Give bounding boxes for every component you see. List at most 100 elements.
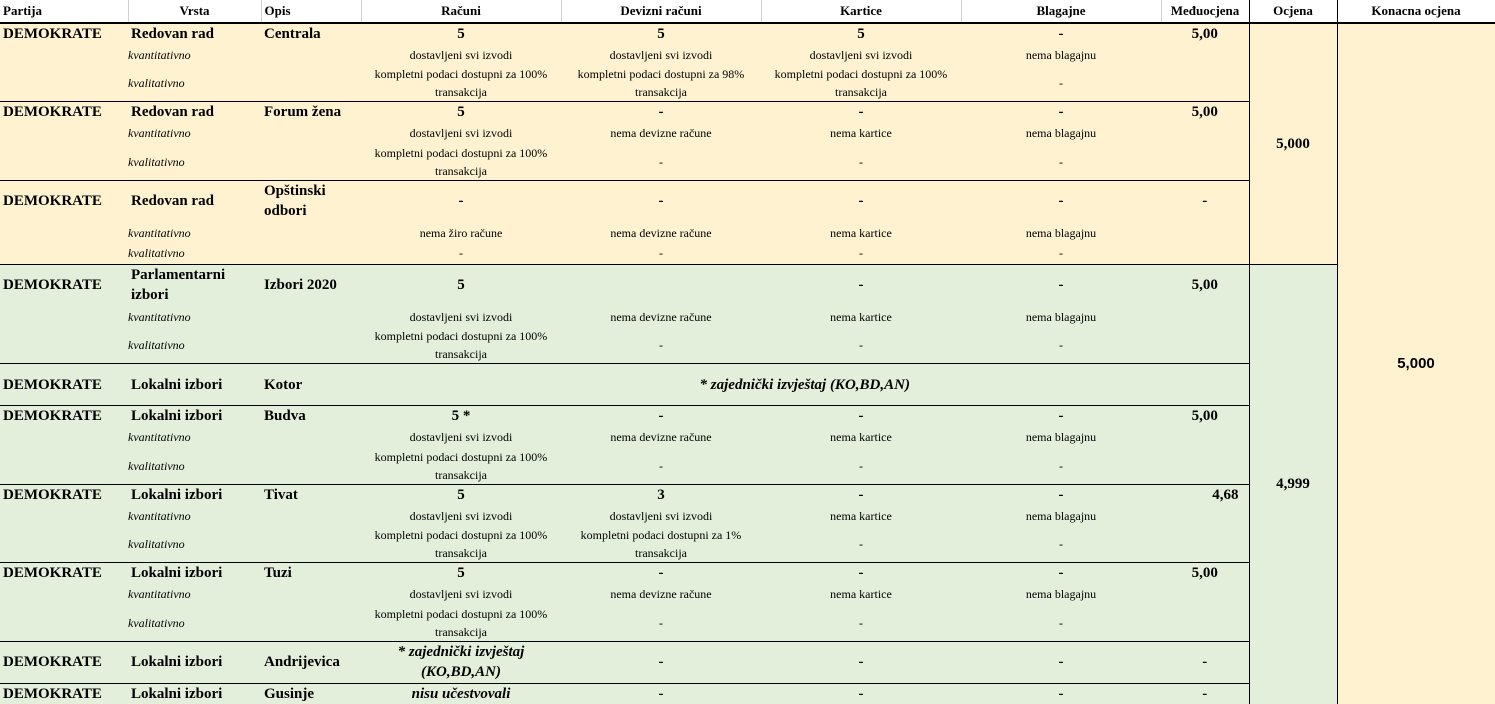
medjuocjena-cell: 4,68 [1161,483,1249,505]
kvalitativno-row: kvalitativno kompletni podaci dostupni za… [0,526,1495,563]
blagajne-cell: - [961,179,1161,222]
kvalitativno-row: kvalitativno kompletni podaci dostupni za… [0,604,1495,641]
kvalitativno-row: kvalitativno - - - - [0,243,1495,264]
kvant-value: nema kartice [761,505,961,526]
racuni-cell: 5 [361,562,561,584]
kartice-cell: - [761,562,961,584]
opis-cell: Tivat [261,483,361,505]
spacer-cell [0,143,128,180]
kvant-value: nema blagajnu [961,306,1161,327]
kvantitativno-row: kvantitativno dostavljeni svi izvodi nema … [0,426,1495,448]
kvant-value: dostavljeni svi izvodi [561,44,761,65]
opis-cell: Kotor [261,363,361,406]
col-partija: Partija [0,0,129,24]
kvant-value: dostavljeni svi izvodi [361,306,561,327]
kval-value: - [761,604,961,641]
note-cell: * zajednički izvještaj (KO,BD,AN) [361,640,561,683]
kvant-value: nema devizne račune [561,583,761,605]
spacer-cell [261,327,361,364]
kvant-value: dostavljeni svi izvodi [361,505,561,526]
medjuocjena-cell: - [1161,179,1249,222]
col-ocjena: Ocjena [1249,0,1338,24]
blagajne-cell: - [961,405,1161,427]
spacer-cell [1161,604,1249,641]
spacer-cell [261,306,361,327]
kvant-value: nema blagajnu [961,426,1161,448]
devizni-cell: - [561,682,761,704]
kvantitativno-row: kvantitativno dostavljeni svi izvodi nema … [0,306,1495,327]
spacer-cell [0,243,128,264]
kval-value: kompletni podaci dostupni za 100% transa… [361,327,561,364]
kval-value: kompletni podaci dostupni za 1% transakc… [561,526,761,563]
kartice-cell: - [761,101,961,123]
sub-label: kvalitativno [128,143,261,180]
kvalitativno-row: kvalitativno kompletni podaci dostupni za… [0,327,1495,364]
kval-value: - [961,604,1161,641]
kvant-value: nema blagajnu [961,222,1161,243]
medjuocjena-cell: 5,00 [1161,101,1249,123]
opis-cell: Opštinski odbori [261,179,361,222]
spacer-cell [1161,122,1249,144]
opis-cell: Forum žena [261,101,361,123]
kval-value: - [761,243,961,264]
racuni-cell: 5 [361,101,561,123]
spacer-cell [261,222,361,243]
medjuocjena-cell: 5,00 [1161,263,1249,306]
table-body: DEMOKRATE Redovan rad Centrala 5 5 5-5,00 5,00… [0,22,1495,704]
note-cell: nisu učestvovali [361,682,561,704]
spacer-cell [261,44,361,65]
opis-cell: Izbori 2020 [261,263,361,306]
kval-value: kompletni podaci dostupni za 100% transa… [361,143,561,180]
kartice-cell: - [761,263,961,306]
kvant-value: nema devizne račune [561,426,761,448]
spacer-cell [1161,243,1249,264]
devizni-cell: - [561,640,761,683]
vrsta-cell: Parlamentarni izbori [128,263,261,306]
vrsta-cell: Lokalni izbori [128,640,261,683]
note-cell: * zajednički izvještaj (KO,BD,AN) [361,363,1249,406]
spacer-cell [261,526,361,563]
col-blagajne: Blagajne [961,0,1162,24]
vrsta-cell: Lokalni izbori [128,682,261,704]
spacer-cell [1161,426,1249,448]
kval-value: kompletni podaci dostupni za 100% transa… [361,447,561,484]
opis-cell: Centrala [261,22,361,44]
kvant-value: nema kartice [761,222,961,243]
kval-value: kompletni podaci dostupni za 98% transak… [561,65,761,102]
kval-value: - [561,327,761,364]
kval-value: - [561,143,761,180]
kvant-value: dostavljeni svi izvodi [561,505,761,526]
kval-value: - [361,243,561,264]
devizni-cell: - [561,101,761,123]
partija-cell: DEMOKRATE [0,179,128,222]
sub-label: kvalitativno [128,65,261,102]
spacer-cell [1161,143,1249,180]
kvant-value: nema blagajnu [961,505,1161,526]
sub-label: kvantitativno [128,426,261,448]
spacer-cell [261,505,361,526]
spacer-cell [261,122,361,144]
racuni-cell: 5 * [361,405,561,427]
vrsta-cell: Lokalni izbori [128,405,261,427]
table-row: DEMOKRATE Lokalni izbori Tuzi 5- - -5,00 [0,562,1495,584]
devizni-cell: - [561,405,761,427]
kval-value: kompletni podaci dostupni za 100% transa… [361,604,561,641]
group-score-2: 4,999 [1248,263,1338,704]
sub-label: kvalitativno [128,604,261,641]
table-row: DEMOKRATE Lokalni izbori Tivat 5 3- -4,68 [0,483,1495,505]
kvantitativno-row: kvantitativno nema žiro račune nema devizn… [0,222,1495,243]
opis-cell: Andrijevica [261,640,361,683]
kval-value: kompletni podaci dostupni za 100% transa… [361,526,561,563]
kvant-value: dostavljeni svi izvodi [361,426,561,448]
spacer-cell [0,122,128,144]
kvant-value: nema blagajnu [961,583,1161,605]
spacer-cell [0,426,128,448]
opis-cell: Gusinje [261,682,361,704]
col-kartice: Kartice [761,0,962,24]
kval-value: - [761,526,961,563]
kvant-value: nema kartice [761,426,961,448]
vrsta-cell: Lokalni izbori [128,483,261,505]
kartice-cell: - [761,640,961,683]
kartice-cell: 5 [761,22,961,44]
